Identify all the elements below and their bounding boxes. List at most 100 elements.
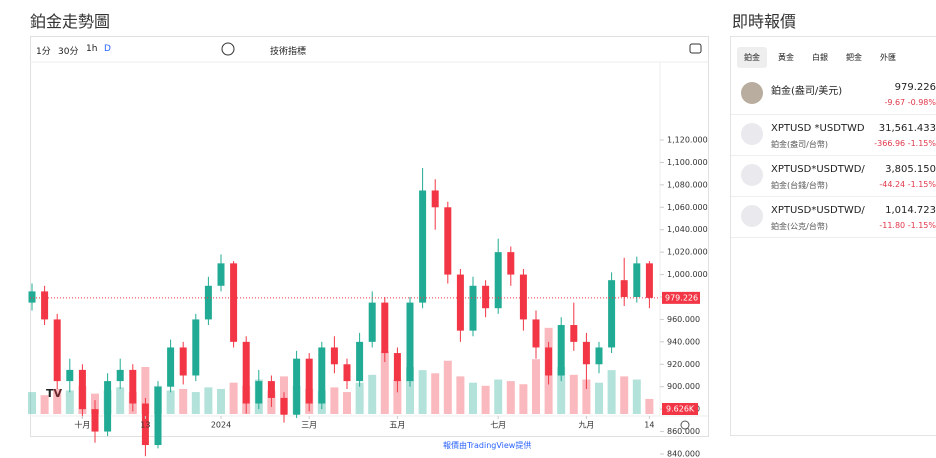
candle-body <box>393 353 401 382</box>
quote-row[interactable]: XPTUSD *USDTWD 鉑金(盎司/台幣) 31,561.433 -366.96… <box>731 115 936 156</box>
quote-pct: -1.15% <box>907 221 936 230</box>
interval-1h[interactable]: 1h <box>86 44 98 54</box>
candle-body <box>53 319 61 382</box>
quote-change-group: -9.67 -0.98% <box>884 98 936 107</box>
interval-30m[interactable]: 30分 <box>58 47 79 57</box>
candle-body <box>267 381 275 398</box>
volume-bar <box>418 370 427 414</box>
volume-bar <box>443 360 452 414</box>
volume-bar <box>191 392 200 414</box>
y-tick-label: 920.000 <box>667 360 700 369</box>
candle-body <box>608 280 616 348</box>
volume-bar <box>494 379 503 414</box>
x-tick-label: 十月 <box>74 420 90 430</box>
volume-bar <box>519 384 528 414</box>
candle-body <box>129 369 137 404</box>
y-tick-label: 1,040.000 <box>667 225 708 234</box>
volume-bar <box>620 376 629 414</box>
candle-body <box>381 302 389 354</box>
y-tick-label: 960.000 <box>667 315 700 324</box>
candle-body <box>78 369 86 410</box>
tab[interactable]: 鉑金 <box>737 47 767 68</box>
y-tick-label: 1,060.000 <box>667 203 708 212</box>
quote-pct: -1.15% <box>907 139 936 148</box>
indicators-button[interactable]: 技術指標 <box>270 47 307 57</box>
quote-row[interactable]: 鉑金(盎司/美元) 979.226 -9.67 -0.98% <box>731 74 936 115</box>
candle-body <box>343 364 351 382</box>
candle-body <box>469 285 477 331</box>
volume-bar <box>217 388 225 414</box>
y-tick-label: 840.000 <box>667 449 700 458</box>
candle-body <box>482 285 490 309</box>
candle-body <box>330 347 338 365</box>
volume-bar <box>229 382 238 414</box>
candle-body <box>431 190 439 208</box>
x-tick-label: 三月 <box>301 421 317 430</box>
y-tick-label: 860.000 <box>667 427 700 436</box>
page-title: 鉑金走勢圖 <box>30 12 111 31</box>
footer: 報價由TradingView提供 <box>443 441 532 450</box>
candle-body <box>444 207 452 275</box>
tab[interactable]: 外匯 <box>880 53 896 62</box>
tab[interactable]: 黃金 <box>778 53 794 62</box>
tab[interactable]: 鈀金 <box>846 53 862 62</box>
interval-1m[interactable]: 1分 <box>36 47 51 57</box>
interval-d[interactable]: D <box>104 44 111 54</box>
volume-bar <box>532 359 540 414</box>
candle-body <box>293 358 301 415</box>
candle-body <box>595 347 603 365</box>
quote-icon <box>741 164 763 186</box>
last-price-label: 979.226 <box>665 293 698 302</box>
volume-bar <box>406 367 414 414</box>
candle-body <box>645 263 653 298</box>
candle-body <box>557 325 565 376</box>
last-price-box <box>662 291 700 304</box>
volume-bar <box>368 374 377 414</box>
quote-sub: 鉑金(台錢/台幣) <box>771 181 828 190</box>
y-tick-label: 1,020.000 <box>667 248 708 257</box>
candle-body <box>620 280 628 297</box>
candle-body <box>104 381 112 432</box>
last-volume-label: 9.626K <box>666 405 695 414</box>
candle-body <box>66 369 74 382</box>
volume-bar <box>65 390 74 414</box>
candle-body <box>154 386 162 446</box>
candle-body <box>532 319 540 348</box>
add-button[interactable] <box>221 42 235 56</box>
quote-row[interactable]: XPTUSD*USDTWD/鉑金(公克/台幣) 1,014.723 -11.80 -… <box>731 197 936 238</box>
chart-frame <box>30 36 709 437</box>
candle-body <box>167 347 175 387</box>
candle-body <box>116 369 124 382</box>
candle-body <box>41 291 49 320</box>
quote-price: 31,561.433 <box>878 123 936 134</box>
quote-change: -366.96 <box>874 139 906 148</box>
volume-bar <box>557 367 566 414</box>
volume-bar <box>569 374 578 414</box>
candle-body <box>507 252 515 275</box>
x-tick-label: 九月 <box>578 421 594 430</box>
quote-icon <box>741 123 763 145</box>
quote-row[interactable]: XPTUSD*USDTWD/鉑金(台錢/台幣) 3,805.150 -44.24 -… <box>731 156 936 197</box>
quote-icon <box>741 82 763 104</box>
candle-body <box>141 403 149 446</box>
quote-change: -11.80 <box>879 221 906 230</box>
candle-body <box>91 409 99 432</box>
tab[interactable]: 白銀 <box>812 53 828 62</box>
tabs: 鉑金 黃金 白銀 鈀金 外匯 <box>731 37 936 74</box>
quote-price: 979.226 <box>894 82 936 93</box>
candle-body <box>204 285 212 320</box>
candle-body <box>230 263 238 342</box>
y-tick-label: 1,080.000 <box>667 180 708 189</box>
quote-change: -9.67 <box>884 98 906 107</box>
x-tick-label: 14 <box>644 421 654 430</box>
quote-name: XPTUSD *USDTWD <box>771 123 865 134</box>
volume-bar <box>330 387 339 414</box>
candle-body <box>356 341 364 382</box>
snapshot-button[interactable] <box>689 43 702 54</box>
volume-bar <box>645 398 654 414</box>
volume-bar <box>53 388 62 414</box>
settings-button[interactable] <box>680 420 690 430</box>
quote-change-group: -11.80 -1.15% <box>879 221 936 230</box>
candle-body <box>242 341 250 404</box>
